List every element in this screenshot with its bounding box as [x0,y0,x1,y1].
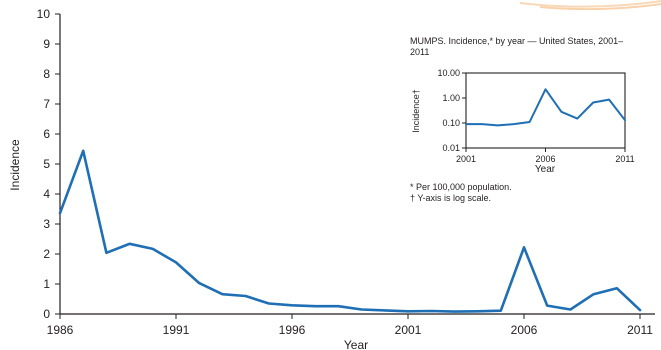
swoosh-orange [520,0,661,8]
main-y-tick-label: 8 [43,67,50,81]
main-x-tick-label: 2006 [511,323,538,337]
inset-series-line [465,88,626,127]
inset-title: MUMPS. Incidence,* by year — United Stat… [410,36,624,57]
swoosh-orange-dark [540,3,661,11]
main-y-tick-label: 2 [43,247,50,261]
main-y-tick-label: 4 [43,187,50,201]
main-x-tick-label: 1986 [47,323,74,337]
main-x-tick-label: 1991 [163,323,190,337]
main-axes [59,14,655,315]
main-y-tick-label: 6 [43,127,50,141]
inset-x-tick-label: 2006 [535,154,555,164]
inset-series [465,88,626,127]
inset-y-tick-label: 0.10 [442,118,460,128]
main-x-axis-label: Year [344,338,368,350]
main-y-tick-label: 0 [43,307,50,321]
main-y-tick-label: 5 [43,157,50,171]
main-y-tick-label: 3 [43,217,50,231]
inset-footnote-per-population: * Per 100,000 population. [410,182,512,192]
inset-y-tick-label: 0.01 [442,143,460,153]
main-y-tick-label: 9 [43,37,50,51]
inset-footnote-log-scale: † Y-axis is log scale. [410,193,492,203]
main-y-tick-label: 7 [43,97,50,111]
main-y-tick-label: 1 [43,277,50,291]
inset-footnotes: * Per 100,000 population. † Y-axis is lo… [410,182,640,204]
inset-axes [465,72,626,149]
main-y-axis-label: Incidence [8,139,22,191]
inset-y-tick-label: 1.00 [442,93,460,103]
inset-y-tick-label: 10.00 [437,68,460,78]
main-series-line [58,149,642,313]
inset-frame [465,72,626,149]
inset-y-axis-label: Incidence† [411,89,421,133]
main-x-tick-label: 2001 [395,323,422,337]
main-x-tick-label: 2011 [627,323,653,337]
main-y-tick-label: 10 [37,7,51,21]
main-x-tick-label: 1996 [279,323,306,337]
inset-x-axis-label: Year [535,164,556,175]
inset-ticks: 0.01 0.10 1.00 10.00 2001 2006 2011 [437,68,634,164]
main-ticks: 0 1 2 3 4 5 6 7 8 9 10 1986 1991 1996 2001 2006 2011 [37,7,654,337]
inset-x-tick-label: 2011 [615,154,634,164]
inset-x-tick-label: 2001 [456,154,476,164]
main-series [58,149,642,313]
